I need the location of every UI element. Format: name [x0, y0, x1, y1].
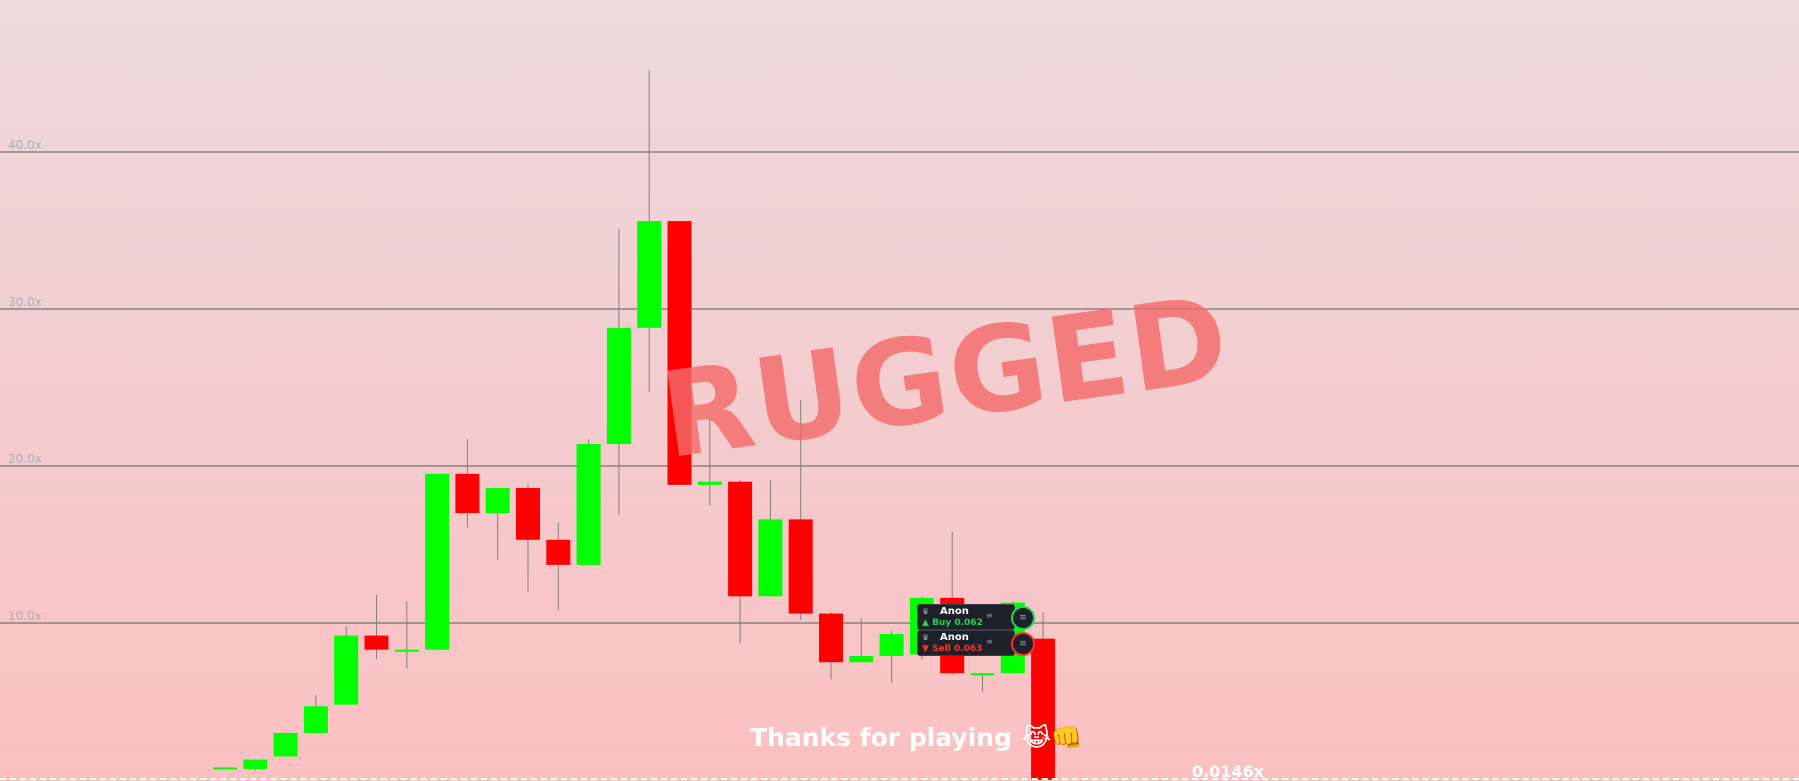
candle-1	[213, 767, 237, 770]
menu-icon: ≡	[986, 637, 993, 646]
candle-6	[364, 594, 389, 660]
y-tick-label: 10.0x	[8, 609, 42, 623]
crown-icon: ♛	[922, 607, 930, 616]
candle-body	[758, 519, 783, 597]
candle-15	[637, 70, 662, 393]
candle-body	[546, 539, 571, 565]
candle-20	[788, 400, 813, 620]
candle-10	[485, 487, 510, 561]
candle-layer	[213, 70, 1056, 780]
menu-icon: ≡	[986, 611, 993, 620]
candle-8	[425, 473, 450, 650]
grid-layer: 10.0x 20.0x 30.0x 40.0x	[0, 138, 1799, 624]
candle-9	[455, 439, 480, 528]
trade-tag-sell[interactable]: ♛ Anon ▼ Sell 0.063 ≡	[917, 630, 1015, 656]
candle-17	[697, 418, 722, 506]
y-tick-label: 40.0x	[8, 138, 42, 152]
candle-12	[546, 522, 571, 611]
y-tick-label: 30.0x	[8, 295, 42, 309]
candle-body	[213, 767, 237, 770]
trade-action: ▼ Sell 0.063	[922, 644, 983, 654]
candle-18	[728, 480, 753, 644]
candle-body	[970, 673, 995, 676]
buy-marker-icon[interactable]: ≡	[1011, 606, 1035, 630]
candle-21	[819, 612, 843, 680]
candle-body	[637, 221, 662, 328]
candle-body	[728, 481, 753, 597]
candle-body	[1031, 638, 1056, 780]
candle-body	[455, 473, 480, 514]
candle-body	[819, 613, 843, 663]
trade-user-name: Anon	[940, 606, 969, 617]
candle-body	[516, 487, 540, 540]
candle-body	[394, 649, 419, 652]
candle-2	[243, 759, 268, 771]
crown-icon: ♛	[922, 633, 930, 642]
trade-action: ▲ Buy 0.062	[922, 618, 983, 628]
current-multiplier: 0.0146x	[1192, 762, 1265, 781]
candle-16	[667, 221, 692, 485]
candle-5	[334, 626, 359, 705]
candle-body	[243, 759, 268, 770]
candle-body	[334, 635, 359, 705]
candle-body	[576, 444, 601, 565]
candle-body	[425, 473, 450, 650]
candle-body	[697, 481, 722, 485]
trade-tag-buy[interactable]: ♛ Anon ▲ Buy 0.062 ≡	[917, 604, 1015, 630]
candle-4	[303, 695, 328, 733]
current-price-line	[0, 778, 1799, 780]
candle-body	[788, 519, 813, 614]
candle-22	[849, 618, 874, 663]
candle-body	[879, 633, 904, 656]
candle-body	[667, 221, 692, 485]
sell-marker-icon[interactable]: ≡	[1011, 632, 1035, 656]
candle-11	[516, 484, 540, 592]
candle-body	[606, 327, 631, 445]
candle-3	[273, 732, 298, 757]
candle-26	[970, 673, 995, 693]
y-tick-label: 20.0x	[8, 452, 42, 466]
candle-body	[849, 655, 874, 663]
candle-body	[364, 635, 389, 650]
laughing-cat-fist-emoji-icon: 😹👊	[1021, 723, 1083, 752]
candle-28	[1031, 612, 1056, 780]
candle-body	[485, 487, 510, 514]
candle-14	[606, 228, 631, 515]
candle-19	[758, 480, 783, 597]
candle-23	[879, 630, 904, 683]
trade-user-name: Anon	[940, 632, 969, 643]
thanks-message: Thanks for playing 😹👊	[750, 723, 1083, 752]
candle-body	[303, 706, 328, 733]
candle-13	[576, 439, 601, 565]
candle-7	[394, 601, 419, 669]
candle-body	[273, 732, 298, 757]
